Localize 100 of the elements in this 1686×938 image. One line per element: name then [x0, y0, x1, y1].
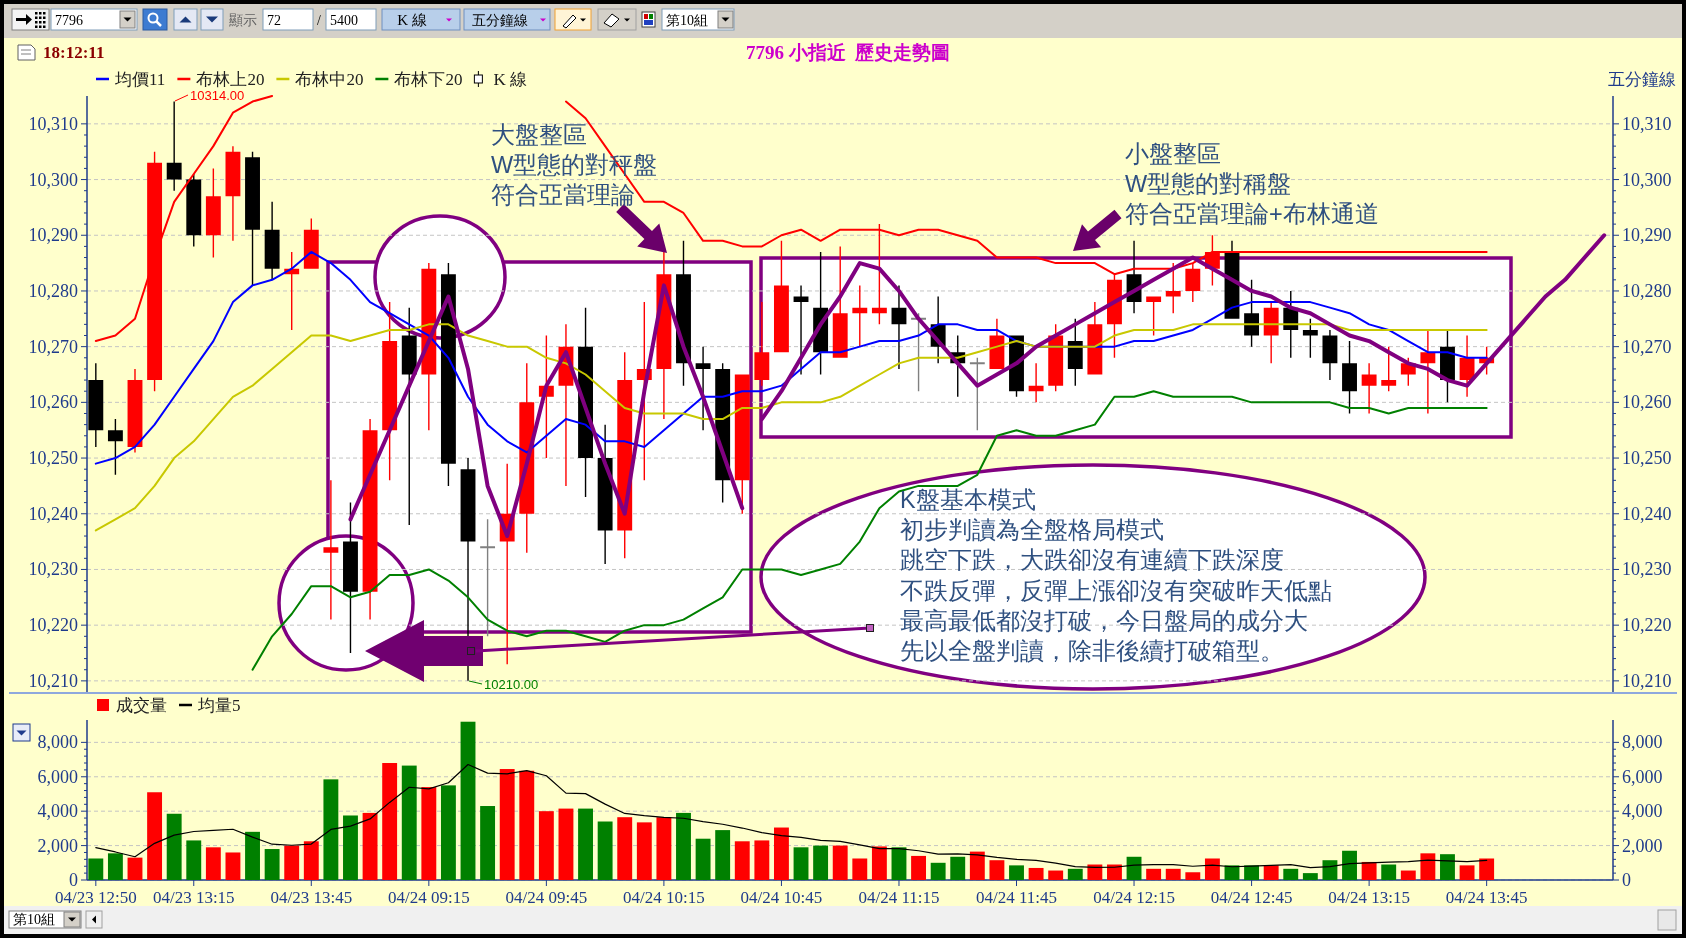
x-tick-label: 04/23 12:50 [54, 887, 137, 907]
y-tick-label: 10,210 [28, 670, 78, 691]
annotation: W型態的對稱盤 [1125, 171, 1292, 198]
bar [225, 852, 241, 880]
bar [871, 846, 887, 880]
y2-tick-label: 10,310 [1622, 113, 1672, 134]
bar [793, 847, 809, 880]
y2-tick-label: 8,000 [1622, 732, 1663, 753]
candlestick [460, 458, 476, 681]
legend-label: 成交量 [116, 695, 167, 715]
candlestick [1028, 363, 1044, 403]
candlestick [1185, 263, 1201, 303]
y-tick-label: 10,300 [28, 169, 78, 190]
x-tick-label: 04/24 09:45 [505, 887, 588, 907]
candlestick [989, 318, 1005, 369]
bar [186, 840, 202, 880]
x-tick-label: 04/23 13:15 [152, 887, 235, 907]
bar [676, 812, 691, 880]
candlestick [695, 346, 711, 431]
bar [1087, 864, 1103, 880]
bar [362, 812, 378, 880]
candlestick [1244, 279, 1260, 347]
y2-tick-label: 10,250 [1622, 448, 1672, 469]
candlestick [1322, 329, 1338, 381]
y2-tick-label: 0 [1622, 870, 1631, 890]
bar [754, 840, 770, 880]
candlestick [734, 374, 750, 514]
y2-tick-label: 10,230 [1622, 559, 1672, 580]
candlestick [1361, 363, 1377, 414]
bar [852, 858, 868, 880]
y-tick-label: 8,000 [37, 732, 78, 753]
annotation: 不跌反彈，反彈上漲卻沒有突破昨天低點 [900, 577, 1332, 604]
bar [440, 785, 456, 880]
candlestick [362, 419, 378, 620]
y-tick-label: 10,270 [28, 336, 78, 357]
bar [460, 721, 476, 880]
y2-tick-label: 10,280 [1622, 280, 1672, 301]
bar [1381, 864, 1397, 880]
bar [538, 811, 554, 880]
bar [107, 853, 123, 880]
bar [382, 763, 398, 880]
bar [1342, 850, 1357, 880]
bar [969, 851, 985, 880]
candlestick [891, 285, 907, 369]
candlestick [127, 368, 143, 453]
bar [1009, 865, 1024, 880]
bar [1322, 860, 1338, 880]
bar [617, 817, 633, 880]
y2-tick-label: 10,300 [1622, 169, 1672, 190]
bar [930, 862, 946, 880]
bar [1263, 865, 1279, 880]
bar [1028, 867, 1044, 880]
bar [813, 845, 829, 880]
candlestick [1302, 318, 1318, 358]
candlestick [1263, 302, 1279, 364]
annotation: 符合亞當理論 [491, 182, 635, 209]
candlestick [754, 302, 770, 386]
bar [166, 813, 182, 880]
legend-label: 布林下20 [394, 69, 463, 89]
y-tick-label: 10,230 [28, 559, 78, 580]
y-tick-label: 2,000 [37, 835, 78, 856]
bar [656, 817, 672, 880]
bar [147, 792, 163, 880]
x-tick-label: 04/24 11:15 [858, 887, 940, 907]
annotation: 跳空下跌，大跌卻沒有連續下跌深度 [900, 547, 1284, 574]
bar [1224, 865, 1240, 880]
bar [1420, 853, 1436, 880]
candlestick [245, 151, 260, 286]
annotation: 顯示 [229, 12, 257, 28]
bar [1400, 870, 1416, 880]
annotation: 5400 [330, 12, 358, 28]
bar [578, 808, 593, 880]
x-tick-label: 04/24 11:45 [975, 887, 1058, 907]
x-tick-label: 04/24 13:15 [1328, 887, 1410, 907]
x-tick-label: 04/24 09:15 [388, 887, 470, 907]
y2-tick-label: 10,270 [1622, 336, 1672, 357]
bar [1165, 868, 1181, 880]
x-tick-label: 04/24 10:45 [740, 887, 823, 907]
bar [343, 815, 358, 880]
annotation: / [317, 12, 321, 28]
bar [734, 841, 750, 880]
bar [284, 845, 300, 880]
y2-tick-label: 10,220 [1622, 615, 1672, 636]
y-tick-label: 0 [69, 870, 78, 890]
bar [303, 841, 319, 880]
annotation: 五分鐘線 [1608, 69, 1676, 89]
y2-tick-label: 2,000 [1622, 835, 1663, 856]
bar [1283, 868, 1299, 880]
candlestick [1420, 329, 1436, 414]
bar [773, 827, 789, 880]
bar [1361, 861, 1377, 880]
y-tick-label: 10,310 [28, 113, 78, 134]
annotation: 72 [267, 12, 281, 28]
candlestick [147, 151, 163, 392]
candlestick [205, 168, 221, 258]
y2-tick-label: 4,000 [1622, 801, 1663, 822]
x-tick-label: 04/24 12:45 [1210, 887, 1293, 907]
bar [911, 855, 927, 880]
candlestick [303, 218, 319, 269]
candlestick [1381, 346, 1397, 392]
